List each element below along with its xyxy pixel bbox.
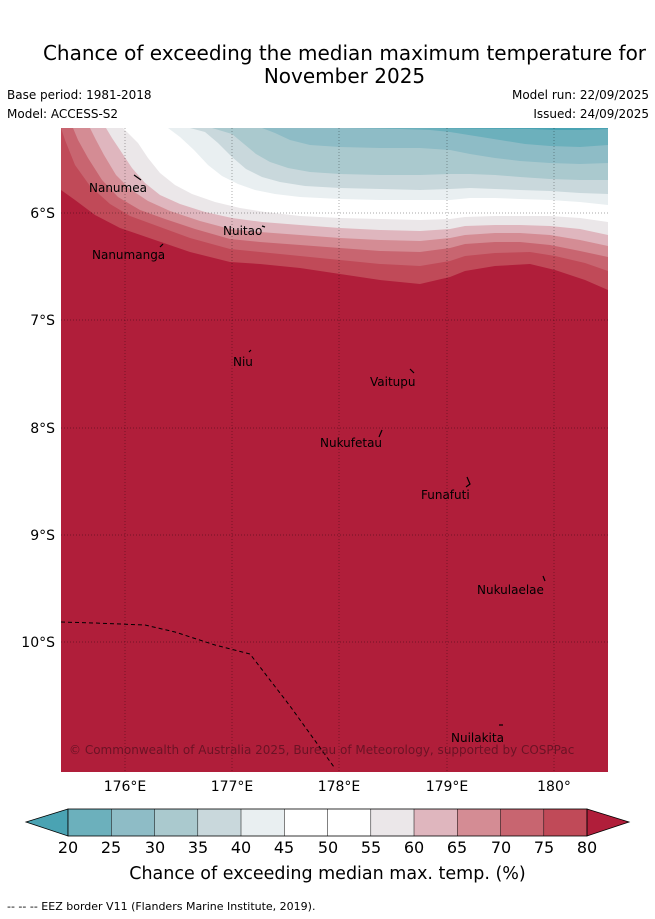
place-label-nanumanga: Nanumanga xyxy=(92,248,165,262)
island-nukufetau-shape xyxy=(378,429,383,438)
probability-field xyxy=(61,128,608,772)
colorbar-tick: 80 xyxy=(576,838,598,857)
colorbar-under-arrow xyxy=(24,808,69,837)
colorbar-tick: 40 xyxy=(230,838,252,857)
issued-date: Issued: 24/09/2025 xyxy=(533,107,649,121)
island-nuitao-shape xyxy=(261,225,266,228)
colorbar-swatch-40-45 xyxy=(241,809,285,836)
colorbar-tick: 45 xyxy=(273,838,295,857)
graticule xyxy=(61,128,608,772)
colorbar-swatch-60-65 xyxy=(414,809,458,836)
copyright-notice: © Commonwealth of Australia 2025, Bureau… xyxy=(69,743,574,757)
lat-tick-label: 10°S xyxy=(21,635,55,651)
colorbar-tick: 50 xyxy=(317,838,339,857)
colorbar-swatch-75-80 xyxy=(543,809,588,836)
colorbar-swatch-50-55 xyxy=(327,809,371,836)
colorbar-title: Chance of exceeding median max. temp. (%… xyxy=(129,864,526,884)
eez-border xyxy=(60,621,335,768)
lon-tick-label: 177°E xyxy=(211,779,254,795)
place-label-nukulaelae: Nukulaelae xyxy=(477,583,544,597)
island-niu-shape xyxy=(248,349,252,353)
lat-tick-label: 6°S xyxy=(30,206,55,222)
chart-title-line2: November 2025 xyxy=(263,64,426,88)
band-under-20 xyxy=(418,128,608,130)
lon-tick-label: 178°E xyxy=(318,779,361,795)
lat-tick-label: 8°S xyxy=(30,421,55,437)
colorbar-tick: 65 xyxy=(446,838,468,857)
place-label-nukufetau: Nukufetau xyxy=(320,436,382,450)
colorbar-swatch-70-75 xyxy=(500,809,544,836)
place-label-nuilakita: Nuilakita xyxy=(451,731,504,745)
island-nukulaelae-shape xyxy=(542,575,546,582)
lat-tick-label: 9°S xyxy=(30,528,55,544)
eez-footnote: -- -- -- EEZ border V11 (Flanders Marine… xyxy=(7,900,316,913)
colorbar-tick: 20 xyxy=(57,838,79,857)
lon-tick-label: 176°E xyxy=(104,779,147,795)
island-funafuti-shape xyxy=(465,476,471,488)
place-label-nanumea: Nanumea xyxy=(89,181,147,195)
colorbar-swatch-25-30 xyxy=(111,809,155,836)
place-label-vaitupu: Vaitupu xyxy=(370,375,416,389)
colorbar-tick: 30 xyxy=(144,838,166,857)
lon-tick-label: 179°E xyxy=(426,779,469,795)
place-label-funafuti: Funafuti xyxy=(421,488,470,502)
island-nanumanga-shape xyxy=(159,243,164,248)
colorbar-tick: 60 xyxy=(403,838,425,857)
colorbar-swatch-65-70 xyxy=(457,809,501,836)
place-label-nuitao: Nuitao xyxy=(223,224,262,238)
colorbar-swatch-30-35 xyxy=(154,809,198,836)
chart-title-line1: Chance of exceeding the median maximum t… xyxy=(42,41,647,65)
colorbar-swatch-55-60 xyxy=(370,809,415,836)
island-vaitupu-shape xyxy=(409,368,415,374)
colorbar-tick: 35 xyxy=(187,838,209,857)
colorbar-over-arrow xyxy=(586,808,631,837)
colorbar-tick: 55 xyxy=(360,838,382,857)
islands xyxy=(133,174,546,726)
colorbar-tick: 70 xyxy=(490,838,512,857)
island-nanumea-shape xyxy=(133,174,142,181)
colorbar-swatch-20-25 xyxy=(68,809,112,836)
model-run: Model run: 22/09/2025 xyxy=(511,88,649,102)
lon-tick-label: 180° xyxy=(537,779,571,795)
band-20-25 xyxy=(345,128,608,147)
colorbar-swatch-45-50 xyxy=(284,809,328,836)
colorbar xyxy=(24,808,631,837)
colorbar-tick: 75 xyxy=(533,838,555,857)
lat-tick-label: 7°S xyxy=(30,313,55,329)
base-period: Base period: 1981-2018 xyxy=(7,88,152,102)
colorbar-dividers xyxy=(111,809,545,836)
colorbar-tick: 25 xyxy=(100,838,122,857)
model-name: Model: ACCESS-S2 xyxy=(7,107,119,121)
place-label-niu: Niu xyxy=(233,355,253,369)
colorbar-swatch-35-40 xyxy=(197,809,242,836)
